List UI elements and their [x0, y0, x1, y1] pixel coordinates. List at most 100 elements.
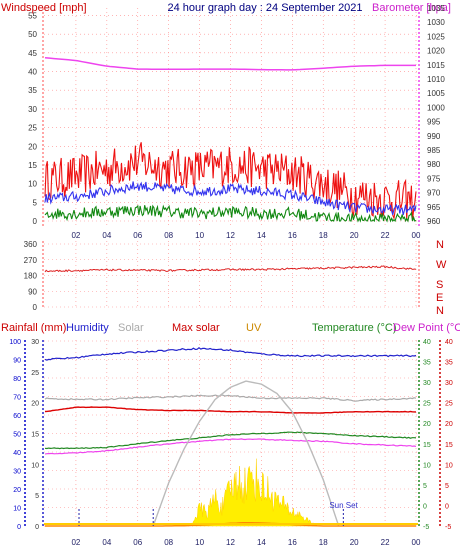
- climate-x-tick-label: 06: [133, 538, 142, 547]
- wind-x-tick-label: 20: [350, 231, 359, 240]
- climate-x-tick-label: 14: [257, 538, 266, 547]
- wind-y-tick-label: 15: [28, 161, 37, 170]
- wind-x-tick-label: 10: [195, 231, 204, 240]
- rain-y-tick-label: 30: [13, 469, 21, 476]
- dew-point-y-tick-label: 25: [445, 401, 453, 408]
- climate-x-tick-label: 12: [226, 538, 235, 547]
- wind-x-tick-label: 22: [381, 231, 390, 240]
- temperature-y-tick-label: 35: [423, 360, 431, 367]
- uv-label: UV: [246, 322, 262, 334]
- barometer-y-tick-label: 965: [427, 203, 441, 212]
- max-solar-line: [44, 406, 416, 414]
- rain-y-tick-label: 70: [13, 395, 21, 402]
- barometer-y-tick-label: 1005: [427, 89, 445, 98]
- wind-y-tick-label: 40: [28, 68, 37, 77]
- compass-label: N: [436, 305, 444, 317]
- compass-label: E: [436, 292, 443, 304]
- temperature-y-tick-label: 15: [423, 442, 431, 449]
- uv-y-tick-label: 25: [31, 370, 39, 377]
- compass-label: W: [436, 259, 447, 271]
- temperature-line: [44, 431, 417, 450]
- temperature-y-tick-label: 40: [423, 339, 431, 346]
- chart-title: 24 hour graph day : 24 September 2021: [167, 2, 362, 14]
- temperature-y-tick-label: 0: [423, 503, 427, 510]
- barometer-y-tick-label: 1025: [427, 32, 445, 41]
- uv-y-tick-label: 30: [31, 339, 39, 346]
- rain-y-tick-label: 10: [13, 506, 21, 513]
- rain-y-tick-label: 40: [13, 450, 21, 457]
- rain-y-tick-label: 100: [9, 339, 21, 346]
- wind-y-tick-label: 45: [28, 49, 37, 58]
- rain-y-tick-label: 0: [17, 524, 21, 531]
- wind-x-tick-label: 06: [133, 231, 142, 240]
- rain-y-tick-label: 20: [13, 487, 21, 494]
- barometer-y-tick-label: 1035: [427, 4, 445, 13]
- climate-x-tick-label: 08: [164, 538, 173, 547]
- direction-y-tick-label: 270: [24, 256, 38, 265]
- barometer-y-tick-label: 1030: [427, 18, 445, 27]
- dew-point-y-tick-label: 40: [445, 339, 453, 346]
- climate-x-tick-label: 22: [381, 538, 390, 547]
- wind-y-tick-label: 10: [28, 180, 37, 189]
- rainfall-label: Rainfall (mm): [1, 322, 66, 334]
- barometer-y-tick-label: 970: [427, 189, 441, 198]
- barometer-label: Barometer [hpa]: [372, 2, 451, 14]
- climate-x-tick-label: 04: [102, 538, 111, 547]
- temperature-y-tick-label: 20: [423, 421, 431, 428]
- climate-x-tick-label: 00: [412, 538, 421, 547]
- dew-point-line: [44, 438, 417, 455]
- wind-y-tick-label: 0: [33, 217, 38, 226]
- barometer-y-tick-label: 995: [427, 118, 441, 127]
- rain-y-tick-label: 80: [13, 376, 21, 383]
- direction-y-tick-label: 180: [24, 272, 38, 281]
- barometer-y-tick-label: 1000: [427, 103, 445, 112]
- temperature-y-tick-label: 30: [423, 380, 431, 387]
- climate-x-tick-label: 18: [319, 538, 328, 547]
- sun-set-label: Sun Set: [329, 501, 358, 510]
- dew-point-y-tick-label: 20: [445, 421, 453, 428]
- uv-y-tick-label: 10: [31, 462, 39, 469]
- uv-y-tick-label: 20: [31, 401, 39, 408]
- wind-y-tick-label: 50: [28, 30, 37, 39]
- barometer-y-tick-label: 975: [427, 174, 441, 183]
- dew-point-y-tick-label: 15: [445, 442, 453, 449]
- barometer-y-tick-label: 960: [427, 217, 441, 226]
- direction-y-tick-label: 90: [28, 287, 37, 296]
- dew-point-y-tick-label: 10: [445, 462, 453, 469]
- temperature-y-tick-label: 25: [423, 401, 431, 408]
- barometer-y-tick-label: 990: [427, 132, 441, 141]
- wind-x-tick-label: 18: [319, 231, 328, 240]
- compass-label: S: [436, 279, 443, 291]
- max-solar-label: Max solar: [172, 322, 220, 334]
- dew-point-label: Dew Point (°C): [393, 322, 460, 334]
- wind-y-tick-label: 30: [28, 105, 37, 114]
- dew-point-y-tick-label: -5: [445, 524, 451, 531]
- dew-point-y-tick-label: 35: [445, 360, 453, 367]
- wind-low-line: [44, 204, 417, 223]
- wind-x-tick-label: 02: [71, 231, 80, 240]
- humidity-label: Humidity: [66, 322, 109, 334]
- wind-y-tick-label: 25: [28, 124, 37, 133]
- climate-x-tick-label: 20: [350, 538, 359, 547]
- climate-x-tick-label: 02: [71, 538, 80, 547]
- wind-y-tick-label: 55: [28, 11, 37, 20]
- wind-x-tick-label: 08: [164, 231, 173, 240]
- dew-point-y-tick-label: 5: [445, 483, 449, 490]
- temperature-y-tick-label: 10: [423, 462, 431, 469]
- rain-y-tick-label: 60: [13, 413, 21, 420]
- humidity-line: [44, 347, 417, 361]
- solar-line: [44, 394, 417, 402]
- barometer-line: [44, 56, 416, 71]
- temperature-y-tick-label: 5: [423, 483, 427, 490]
- max-solar-curve: [152, 380, 340, 527]
- barometer-y-tick-label: 985: [427, 146, 441, 155]
- windspeed-label: Windspeed [mph]: [1, 2, 87, 14]
- solar-radiation-area: [191, 458, 316, 527]
- wind-average-line: [44, 181, 417, 216]
- wind-y-tick-label: 20: [28, 142, 37, 151]
- dew-point-y-tick-label: 0: [445, 503, 449, 510]
- climate-x-tick-label: 16: [288, 538, 297, 547]
